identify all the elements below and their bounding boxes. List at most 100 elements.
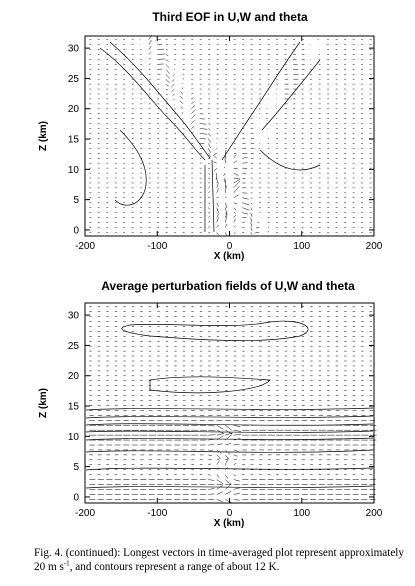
x-tick-label: 200: [366, 241, 383, 252]
vector-arrow: [250, 217, 253, 223]
vector-arrow: [225, 479, 232, 485]
vector-arrow: [174, 103, 176, 105]
vector-arrow: [165, 74, 170, 79]
vector-arrow: [225, 425, 232, 431]
y-tick-label: 30: [68, 44, 80, 55]
y-tick-label: 30: [68, 311, 80, 322]
vector-arrow: [171, 79, 175, 82]
contour-line: [85, 430, 374, 433]
x-tick-label: 0: [227, 508, 233, 519]
vector-arrow: [208, 454, 213, 456]
vector-arrow: [223, 167, 226, 169]
contour-line: [221, 41, 301, 161]
vector-arrow: [233, 487, 240, 490]
vector-arrow: [224, 179, 226, 184]
vector-arrow: [208, 232, 211, 234]
vector-arrow: [233, 424, 241, 427]
vector-arrow: [233, 449, 239, 452]
vector-arrow: [216, 207, 219, 213]
vector-arrow: [216, 458, 220, 461]
y-tick-label: 15: [68, 402, 80, 413]
vector-arrow: [225, 185, 227, 193]
vector-arrow: [216, 433, 224, 436]
vector-arrow: [208, 488, 215, 490]
vector-arrow: [267, 226, 270, 228]
vector-arrow: [225, 196, 227, 198]
bottom-y-ticks: 0 5 10 15 20 25 30: [68, 311, 374, 503]
vector-arrow: [165, 88, 169, 91]
vector-arrow: [157, 58, 165, 60]
bottom-x-ticks: -200 -100 0 100 200: [75, 303, 383, 519]
vector-arrow: [233, 180, 241, 189]
vector-arrow: [233, 207, 237, 211]
contour-line: [85, 485, 374, 489]
x-tick-label: -100: [147, 508, 167, 519]
y-tick-label: 25: [68, 74, 80, 85]
x-tick-label: 200: [366, 508, 383, 519]
vector-arrow: [199, 123, 207, 125]
vector-arrow: [139, 38, 141, 40]
vector-arrow: [216, 183, 219, 188]
vector-arrow: [208, 226, 211, 228]
vector-arrow: [208, 172, 211, 175]
contour-line: [85, 407, 374, 411]
vector-arrow: [179, 100, 183, 105]
vector-arrow: [233, 493, 240, 495]
vector-arrow: [216, 499, 223, 503]
vector-arrow: [179, 95, 183, 100]
x-tick-label: -100: [147, 241, 167, 252]
vector-arrow: [250, 212, 253, 217]
vector-arrow: [233, 154, 237, 159]
contour-line: [85, 437, 374, 441]
vector-arrow: [191, 105, 196, 110]
top-contours: [99, 41, 321, 233]
vector-arrow: [216, 188, 219, 193]
vector-arrow: [208, 463, 212, 466]
vector-arrow: [208, 186, 211, 189]
vector-arrow: [233, 462, 237, 465]
vector-arrow: [148, 39, 152, 45]
contour-line: [259, 149, 321, 171]
x-tick-label: 100: [293, 241, 310, 252]
vector-arrow: [172, 93, 175, 97]
y-tick-label: 0: [73, 492, 79, 503]
bottom-plot-frame: [84, 302, 375, 504]
vector-arrow: [208, 167, 211, 170]
y-tick-label: 15: [68, 135, 80, 146]
vector-arrow: [250, 222, 253, 227]
vector-arrow: [233, 160, 238, 164]
vector-arrow: [250, 202, 253, 205]
contour-line: [261, 59, 321, 131]
top-x-ticks: -200 -100 0 100 200: [75, 36, 383, 252]
contour-line: [85, 423, 374, 426]
vector-arrow: [165, 69, 170, 74]
vector-arrow: [165, 64, 170, 69]
vector-arrow: [165, 83, 169, 87]
contour-line: [85, 467, 374, 471]
vector-arrow: [242, 202, 250, 206]
vector-arrow: [250, 207, 253, 211]
vector-arrow: [242, 197, 249, 200]
vector-arrow: [250, 197, 253, 199]
vector-arrow: [208, 202, 211, 205]
bottom-y-axis-label: Z (km): [38, 388, 49, 418]
vector-arrow: [165, 59, 169, 62]
caption-text: Fig. 4. (continued): Longest vectors in …: [34, 547, 405, 573]
vector-arrow: [233, 212, 236, 214]
vector-arrow: [216, 479, 223, 484]
x-tick-label: 100: [293, 508, 310, 519]
vector-arrow: [233, 429, 241, 432]
vector-arrow: [242, 207, 250, 211]
vector-arrow: [216, 491, 223, 495]
vector-arrow: [157, 53, 165, 55]
vector-arrow: [208, 133, 211, 137]
vector-arrow: [199, 133, 208, 135]
vector-arrow: [208, 479, 215, 481]
vector-arrow: [250, 227, 253, 231]
vector-arrow: [208, 220, 211, 223]
y-tick-label: 20: [68, 371, 80, 382]
vector-arrow: [233, 218, 236, 223]
vector-arrow: [212, 154, 217, 159]
vector-arrow: [191, 109, 196, 114]
